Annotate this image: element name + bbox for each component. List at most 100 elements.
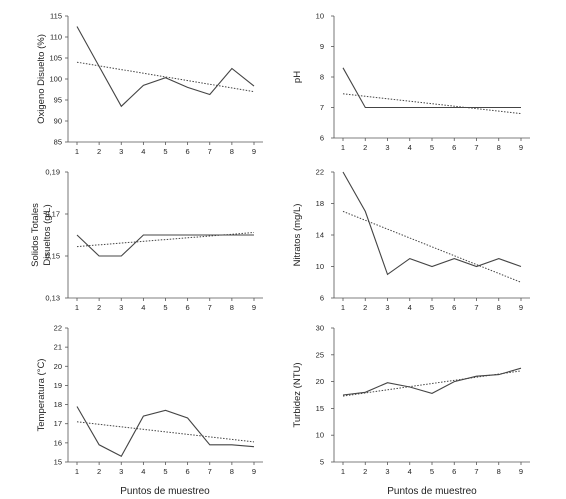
chart-panel-5: 15 16 17 18 19 20 21 22 1 2 3 4 5 6 7 8 9 Temperatura (°C… [36, 324, 263, 476]
x-tick-label: 6 [452, 143, 456, 152]
chart-panel-2: 6 7 8 9 10 1 2 3 4 5 6 7 8 9 pH [292, 12, 530, 152]
y-tick-label: 15 [54, 458, 62, 467]
y-tick-label: 21 [54, 343, 62, 352]
x-tick-label: 9 [252, 303, 256, 312]
y-tick-label: 30 [316, 324, 324, 333]
x-tick-label: 9 [252, 147, 256, 156]
y-tick-label: 115 [50, 12, 62, 21]
x-tick-label: 8 [230, 467, 234, 476]
x-tick-label: 3 [385, 303, 389, 312]
x-tick-label: 7 [208, 147, 212, 156]
x-tick-label: 9 [519, 143, 523, 152]
x-tick-label: 3 [119, 303, 123, 312]
y-tick-label: 15 [316, 404, 324, 413]
x-tick-label: 8 [497, 303, 501, 312]
y-tick-label: 95 [54, 96, 62, 105]
x-tick-label: 2 [363, 143, 367, 152]
y-tick-label: 6 [320, 294, 324, 303]
trend-line [76, 61, 255, 93]
series-line [342, 67, 521, 109]
y-tick-label: 85 [54, 138, 62, 147]
x-tick-label: 2 [97, 467, 101, 476]
x-tick-label: 8 [230, 147, 234, 156]
trend-line [76, 232, 255, 248]
y-tick-label: 10 [316, 431, 324, 440]
series-line [342, 367, 522, 396]
y-axis-label: pH [292, 71, 303, 83]
x-tick-label: 5 [430, 303, 434, 312]
x-tick-label: 5 [430, 143, 434, 152]
y-tick-label: 18 [54, 400, 62, 409]
y-tick-label: 100 [49, 75, 62, 84]
x-tick-label: 2 [363, 467, 367, 476]
y-tick-label: 0,19 [45, 168, 60, 177]
y-tick-label: 16 [54, 438, 62, 447]
x-tick-label: 4 [408, 467, 412, 476]
series-line [76, 406, 255, 458]
chart-panel-3: 0,13 0,15 0,17 0,19 1 2 3 4 5 6 7 8 9 Solidos Totales… [30, 168, 263, 312]
y-tick-label: 18 [316, 199, 324, 208]
y-tick-label: 90 [54, 117, 62, 126]
x-axis-label-left: Puntos de muestreo [120, 486, 210, 497]
x-tick-label: 4 [141, 303, 145, 312]
y-tick-label: 25 [316, 350, 324, 359]
chart-panel-6: 5 10 15 20 25 30 1 2 3 4 5 6 7 8 9 Turbidez (NTU) [292, 324, 530, 476]
x-tick-label: 1 [75, 147, 79, 156]
x-tick-label: 4 [408, 303, 412, 312]
x-tick-label: 7 [474, 303, 478, 312]
x-tick-label: 5 [163, 467, 167, 476]
x-tick-label: 2 [97, 147, 101, 156]
y-tick-label: 17 [54, 419, 62, 428]
y-tick-label: 20 [316, 377, 324, 386]
y-axis-label: Solidos TotalesDisueltos (g/L) [30, 203, 53, 267]
y-tick-label: 110 [50, 33, 62, 42]
x-tick-label: 6 [186, 147, 190, 156]
x-tick-label: 6 [452, 303, 456, 312]
x-tick-label: 5 [163, 303, 167, 312]
x-tick-label: 6 [452, 467, 456, 476]
y-tick-label: 22 [54, 324, 62, 333]
x-tick-label: 3 [119, 147, 123, 156]
y-tick-label: 0,13 [45, 294, 60, 303]
y-tick-label: 0,17 [45, 210, 60, 219]
x-tick-label: 9 [519, 303, 523, 312]
y-axis-label: Oxigeno Disuelto (%) [36, 34, 47, 124]
y-tick-label: 8 [320, 73, 324, 82]
x-tick-label: 5 [430, 467, 434, 476]
y-axis-label: Nitratos (mg/L) [292, 204, 303, 267]
y-tick-label: 5 [320, 458, 324, 467]
y-tick-label: 20 [54, 362, 62, 371]
x-tick-label: 7 [474, 143, 478, 152]
x-tick-label: 6 [186, 303, 190, 312]
x-tick-label: 7 [208, 467, 212, 476]
y-tick-label: 7 [320, 103, 324, 112]
x-tick-label: 2 [363, 303, 367, 312]
x-tick-label: 6 [186, 467, 190, 476]
y-axis-label-line: Solidos Totales [30, 203, 41, 267]
x-tick-label: 1 [341, 143, 345, 152]
y-axis-label: Turbidez (NTU) [292, 362, 303, 427]
x-tick-label: 4 [408, 143, 412, 152]
series-line [76, 26, 255, 108]
x-tick-label: 5 [163, 147, 167, 156]
x-tick-label: 7 [474, 467, 478, 476]
x-tick-label: 4 [141, 147, 145, 156]
x-tick-label: 1 [75, 467, 79, 476]
chart-panel-4: 6 10 14 18 22 1 2 3 4 5 6 7 8 9 Nitratos (mg/L) [292, 168, 530, 312]
y-tick-label: 10 [316, 12, 324, 21]
y-axis-label: Temperatura (°C) [36, 359, 47, 432]
x-tick-label: 8 [497, 467, 501, 476]
y-tick-label: 10 [316, 262, 324, 271]
y-tick-label: 19 [54, 381, 62, 390]
chart-panel-1: 85 90 95 100 105 110 115 1 2 3 4 5 6 7 8 9 Oxigeno Disue… [36, 12, 263, 156]
y-tick-label: 14 [316, 231, 324, 240]
trend-line [342, 93, 522, 115]
x-axis-label-right: Puntos de muestreo [387, 486, 477, 497]
trend-line [76, 421, 255, 443]
x-tick-label: 4 [141, 467, 145, 476]
x-tick-label: 9 [519, 467, 523, 476]
y-axis-label-line: Disueltos (g/L) [42, 204, 53, 265]
x-tick-label: 2 [97, 303, 101, 312]
series-line [76, 234, 254, 257]
